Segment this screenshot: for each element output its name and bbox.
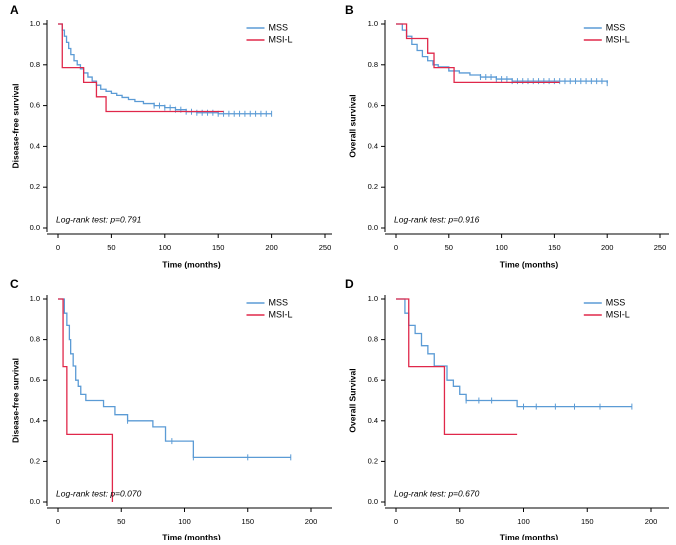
y-tick-label: 0.4 (368, 416, 378, 425)
y-tick-label: 0.0 (368, 223, 378, 232)
legend-label: MSI-L (606, 34, 630, 44)
x-tick-label: 0 (394, 517, 398, 526)
legend-label: MSI-L (269, 34, 293, 44)
x-axis-title: Time (months) (500, 259, 559, 269)
y-tick-label: 0.8 (30, 60, 40, 69)
x-tick-label: 50 (107, 243, 115, 252)
y-tick-label: 0.4 (30, 141, 40, 150)
y-tick-label: 0.2 (368, 182, 378, 191)
y-axis-title: Disease-free survival (10, 358, 20, 443)
x-tick-label: 200 (265, 243, 278, 252)
series-msil-curve (58, 23, 224, 113)
series-mss-curve (58, 298, 291, 458)
y-axis-title: Overall survival (347, 94, 357, 157)
panel-label: C (10, 277, 19, 291)
y-tick-label: 0.6 (368, 101, 378, 110)
panel-d: D 0.0 0.2 0.4 0.6 0.8 1.0 0 50 100 150 200 Time (mon… (345, 277, 669, 542)
logrank-annotation: Log-rank test: p=0.916 (394, 214, 480, 224)
x-tick-label: 100 (495, 243, 508, 252)
x-tick-label: 50 (445, 243, 453, 252)
legend-label: MSI-L (606, 309, 630, 319)
logrank-annotation: Log-rank test: p=0.791 (56, 214, 142, 224)
series-mss-curve (58, 23, 272, 115)
x-tick-label: 100 (178, 517, 191, 526)
y-tick-label: 1.0 (368, 19, 378, 28)
legend-label: MSI-L (269, 309, 293, 319)
y-tick-label: 0.2 (30, 182, 40, 191)
legend-label: MSS (269, 297, 289, 307)
y-tick-label: 0.4 (30, 416, 40, 425)
series-msil-curve (396, 298, 518, 436)
panel-c: C 0.0 0.2 0.4 0.6 0.8 1.0 0 50 100 150 200 Time (mon… (10, 277, 332, 542)
x-tick-label: 150 (241, 517, 254, 526)
panel-a: A 0.0 0.2 0.4 0.6 0.8 1.0 0 50 100 150 200 250 Time (… (10, 3, 332, 269)
x-tick-label: 100 (159, 243, 172, 252)
panel-label: D (345, 277, 354, 291)
panel-label: A (10, 3, 19, 17)
panel-b: B 0.0 0.2 0.4 0.6 0.8 1.0 0 50 100 150 200 250 Time (… (345, 3, 669, 269)
x-tick-label: 150 (548, 243, 561, 252)
x-tick-label: 100 (517, 517, 530, 526)
y-tick-label: 1.0 (368, 294, 378, 303)
logrank-annotation: Log-rank test: p=0.070 (56, 488, 142, 498)
legend-label: MSS (606, 297, 626, 307)
x-axis-title: Time (months) (162, 532, 221, 540)
y-tick-label: 0.0 (30, 497, 40, 506)
y-tick-label: 0.6 (30, 375, 40, 384)
legend-label: MSS (606, 22, 626, 32)
y-tick-label: 0.6 (368, 375, 378, 384)
series-msil-curve (396, 23, 560, 83)
y-axis-title: Disease-free survival (10, 83, 20, 168)
y-tick-label: 0.0 (30, 223, 40, 232)
x-axis-title: Time (months) (162, 259, 221, 269)
y-tick-label: 0.8 (368, 335, 378, 344)
x-tick-label: 50 (456, 517, 464, 526)
x-tick-label: 50 (117, 517, 125, 526)
y-tick-label: 0.0 (368, 497, 378, 506)
x-tick-label: 150 (212, 243, 225, 252)
x-tick-label: 150 (581, 517, 594, 526)
x-tick-label: 0 (56, 517, 60, 526)
y-tick-label: 1.0 (30, 19, 40, 28)
x-tick-label: 200 (601, 243, 614, 252)
x-tick-label: 200 (645, 517, 658, 526)
y-tick-label: 0.2 (368, 456, 378, 465)
y-tick-label: 0.4 (368, 141, 378, 150)
y-tick-label: 0.8 (30, 335, 40, 344)
panel-label: B (345, 3, 354, 17)
x-axis-title: Time (months) (500, 532, 559, 540)
y-axis-title: Overall Survival (347, 368, 357, 432)
x-tick-label: 0 (394, 243, 398, 252)
y-tick-label: 0.8 (368, 60, 378, 69)
x-tick-label: 250 (319, 243, 332, 252)
series-msil-curve (58, 298, 114, 502)
x-tick-label: 0 (56, 243, 60, 252)
y-tick-label: 0.6 (30, 101, 40, 110)
legend-label: MSS (269, 22, 289, 32)
x-tick-label: 250 (654, 243, 667, 252)
y-tick-label: 0.2 (30, 456, 40, 465)
logrank-annotation: Log-rank test: p=0.670 (394, 488, 480, 498)
x-tick-label: 200 (305, 517, 318, 526)
y-tick-label: 1.0 (30, 294, 40, 303)
